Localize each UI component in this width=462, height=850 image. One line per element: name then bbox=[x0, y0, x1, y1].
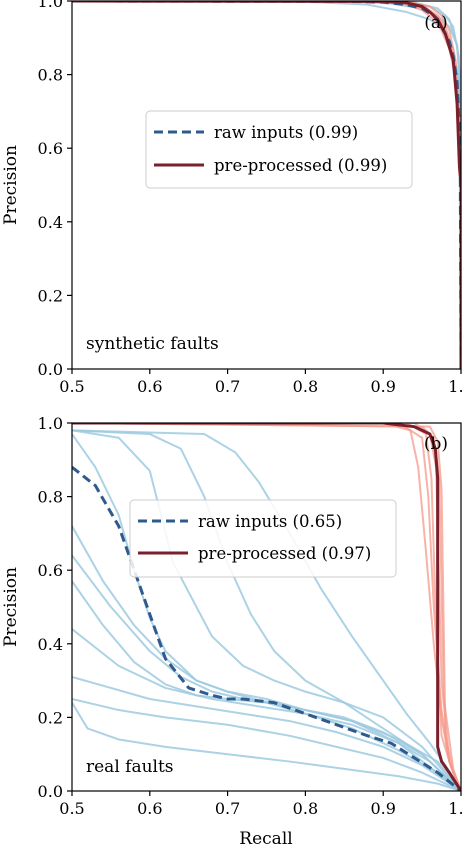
y-axis-label: Precision bbox=[1, 145, 21, 225]
raw-run-line-5 bbox=[72, 675, 461, 791]
legend-label-pre: pre-processed (0.99) bbox=[214, 156, 387, 175]
panel-b: 0.5 0.6 0.7 0.8 0.9 1.0 0.0 0.2 0.4 0.6 0.8 1.0 (b… bbox=[1, 414, 462, 849]
x-axis-ticks: 0.5 0.6 0.7 0.8 0.9 1.0 bbox=[59, 369, 462, 396]
axes-frame bbox=[71, 0, 462, 370]
raw-run-line-6 bbox=[72, 698, 461, 791]
panel-tag: (a) bbox=[424, 13, 447, 33]
y-tick-label: 0.0 bbox=[38, 782, 63, 801]
legend-box bbox=[145, 110, 413, 189]
x-tick-label: 0.6 bbox=[137, 799, 162, 818]
raw-run-line-7 bbox=[72, 702, 461, 791]
raw-run-line-4 bbox=[72, 628, 461, 791]
legend-label-raw: raw inputs (0.99) bbox=[214, 123, 358, 142]
panel-a: 0.5 0.6 0.7 0.8 0.9 1.0 0.0 0.2 0.4 0.6 0.8 1.0 (a… bbox=[1, 0, 462, 396]
y-tick-label: 0.6 bbox=[38, 561, 63, 580]
raw-run-line-8 bbox=[72, 429, 461, 791]
pre-mean-line bbox=[72, 423, 461, 791]
x-tick-label: 1.0 bbox=[448, 377, 462, 396]
x-tick-label: 0.9 bbox=[370, 377, 395, 396]
y-tick-label: 0.0 bbox=[38, 360, 63, 379]
y-axis-label: Precision bbox=[1, 567, 21, 647]
legend: raw inputs (0.65) pre-processed (0.97) bbox=[129, 499, 397, 578]
raw-run-line-9 bbox=[72, 429, 461, 791]
x-tick-label: 0.5 bbox=[59, 799, 84, 818]
legend-label-pre: pre-processed (0.97) bbox=[198, 544, 371, 563]
y-tick-label: 0.2 bbox=[38, 708, 63, 727]
raw-run-line-10 bbox=[72, 525, 461, 791]
y-tick-label: 1.0 bbox=[38, 0, 63, 11]
annotation: synthetic faults bbox=[86, 334, 219, 354]
y-axis-ticks: 0.0 0.2 0.4 0.6 0.8 1.0 bbox=[38, 414, 72, 801]
y-tick-label: 0.2 bbox=[38, 286, 63, 305]
x-tick-label: 0.6 bbox=[137, 377, 162, 396]
y-tick-label: 0.6 bbox=[38, 139, 63, 158]
legend-label-raw: raw inputs (0.65) bbox=[198, 512, 342, 531]
y-tick-label: 0.8 bbox=[38, 488, 63, 507]
y-tick-label: 0.8 bbox=[38, 66, 63, 85]
y-tick-label: 0.4 bbox=[38, 635, 63, 654]
x-tick-label: 0.5 bbox=[59, 377, 84, 396]
y-tick-label: 1.0 bbox=[38, 414, 63, 433]
panel-tag: (b) bbox=[424, 434, 448, 454]
x-tick-label: 0.9 bbox=[370, 799, 395, 818]
raw-run-line-0 bbox=[72, 429, 461, 791]
x-tick-label: 1.0 bbox=[448, 799, 462, 818]
pre-mean-line bbox=[72, 1, 461, 369]
x-tick-label: 0.8 bbox=[293, 799, 318, 818]
pre-run-line-16 bbox=[72, 423, 461, 791]
annotation: real faults bbox=[86, 757, 174, 777]
legend-box bbox=[129, 499, 397, 578]
x-axis-label: Recall bbox=[239, 829, 292, 849]
plot-area bbox=[72, 423, 461, 791]
x-tick-label: 0.7 bbox=[215, 799, 240, 818]
axes-frame bbox=[71, 422, 462, 792]
x-tick-label: 0.7 bbox=[215, 377, 240, 396]
x-tick-label: 0.8 bbox=[293, 377, 318, 396]
legend: raw inputs (0.99) pre-processed (0.99) bbox=[145, 110, 413, 189]
y-tick-label: 0.4 bbox=[38, 213, 63, 232]
y-axis-ticks: 0.0 0.2 0.4 0.6 0.8 1.0 bbox=[38, 0, 72, 379]
x-axis-ticks: 0.5 0.6 0.7 0.8 0.9 1.0 bbox=[59, 791, 462, 818]
